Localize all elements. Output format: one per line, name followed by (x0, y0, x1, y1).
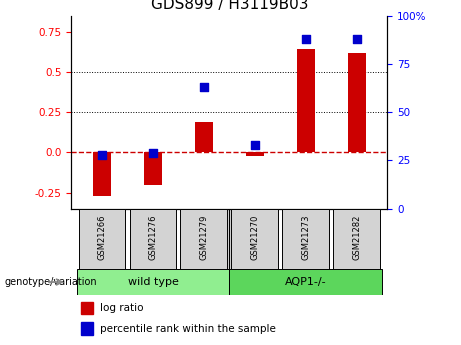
Text: percentile rank within the sample: percentile rank within the sample (100, 324, 276, 334)
Point (251, 142, 259, 148)
Text: wild type: wild type (128, 277, 178, 287)
Text: GSM21270: GSM21270 (250, 215, 260, 260)
Bar (144, 152, 162, 185)
Bar (282, 209, 329, 269)
Point (149, 150, 157, 156)
Text: genotype/variation: genotype/variation (5, 277, 97, 287)
Bar (297, 49, 315, 152)
Point (353, 36, 361, 41)
Bar (348, 52, 366, 152)
Bar (231, 209, 278, 269)
Title: GDS899 / H3119B03: GDS899 / H3119B03 (151, 0, 308, 12)
Bar (81, 302, 93, 314)
Bar (180, 209, 227, 269)
Point (98, 152, 106, 157)
Text: AQP1-/-: AQP1-/- (285, 277, 326, 287)
Text: GSM21273: GSM21273 (301, 215, 310, 260)
Text: GSM21266: GSM21266 (98, 215, 106, 260)
Bar (333, 209, 380, 269)
Bar (81, 323, 93, 335)
Bar (77, 269, 230, 295)
Text: GSM21279: GSM21279 (199, 215, 208, 260)
Point (302, 36, 309, 41)
Bar (246, 152, 264, 156)
Bar (230, 269, 382, 295)
Point (200, 84, 207, 90)
Bar (130, 209, 177, 269)
Text: GSM21282: GSM21282 (352, 215, 361, 260)
Bar (93, 152, 111, 196)
Text: GSM21276: GSM21276 (148, 215, 158, 260)
Bar (78, 209, 125, 269)
Bar (195, 122, 213, 152)
Text: log ratio: log ratio (100, 303, 143, 313)
